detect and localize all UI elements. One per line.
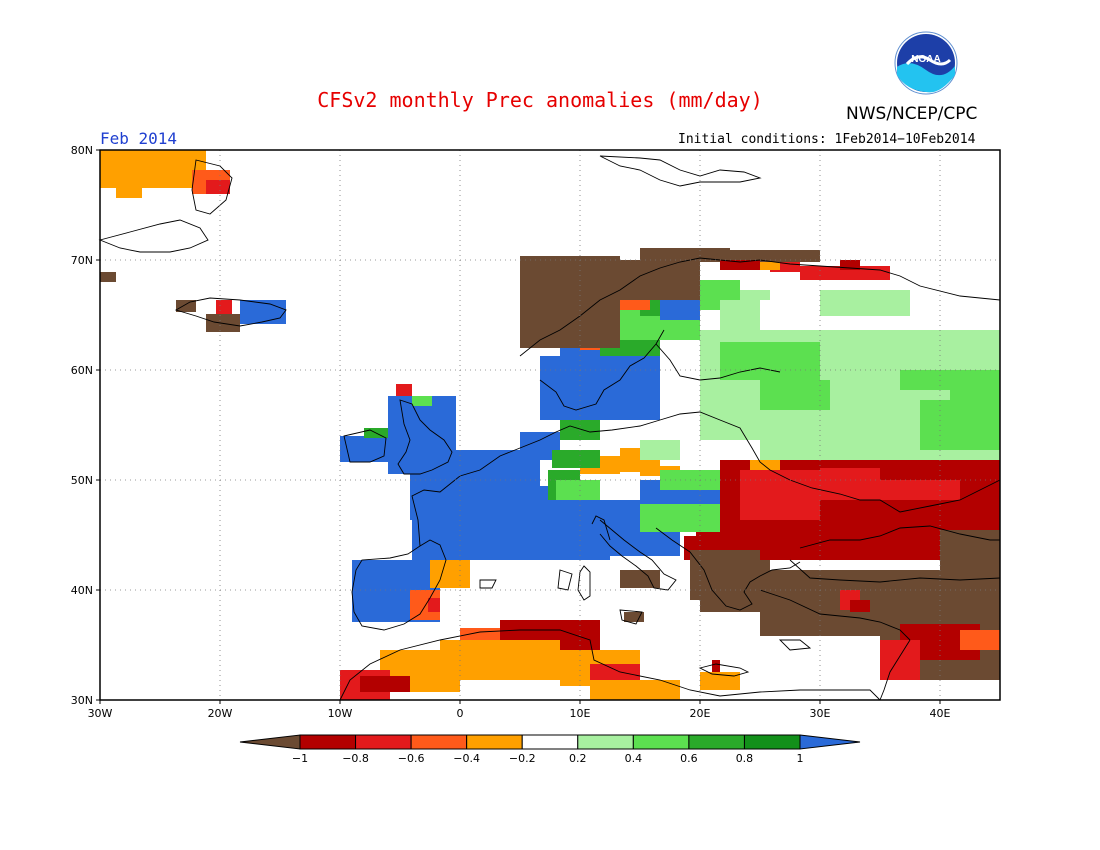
anomaly-cell	[100, 272, 116, 282]
longitude-tick-labels: 30W 20W 10W 0 10E 20E 30E 40E	[88, 700, 951, 720]
map-title: CFSv2 monthly Prec anomalies (mm/day)	[0, 88, 1100, 112]
longitude-tick-label: 30W	[88, 707, 113, 720]
anomaly-cell	[960, 630, 1000, 650]
initial-conditions-label: Initial conditions: 1Feb2014−10Feb2014	[678, 132, 976, 147]
anomaly-cell	[216, 300, 232, 314]
colorbar-tick-label: −0.8	[342, 752, 369, 765]
anomaly-cell	[556, 480, 600, 500]
anomaly-cell	[720, 260, 760, 270]
anomaly-cell	[100, 150, 206, 188]
colorbar-tick-label: −0.4	[453, 752, 480, 765]
colorbar-segment	[521, 734, 579, 750]
colorbar-tick-label: −0.2	[509, 752, 536, 765]
longitude-tick-label: 10W	[328, 707, 353, 720]
forecast-period-label: Feb 2014	[100, 129, 178, 148]
anomaly-cell	[840, 260, 860, 270]
anomaly-cell	[590, 680, 680, 700]
anomaly-cell	[500, 460, 540, 490]
colorbar-tick-label: −1	[292, 752, 308, 765]
colorbar-tick-label: −0.6	[398, 752, 425, 765]
colorbar-segment	[688, 734, 745, 750]
longitude-tick-label: 30E	[810, 707, 831, 720]
anomaly-cell	[430, 560, 470, 588]
anomaly-cell	[940, 530, 1000, 570]
latitude-tick-label: 60N	[71, 364, 93, 377]
longitude-tick-label: 20E	[690, 707, 711, 720]
colorbar-segment	[632, 734, 690, 750]
anomaly-cell	[620, 570, 660, 588]
longitude-tick-label: 10E	[570, 707, 591, 720]
anomaly-cell	[760, 380, 830, 410]
colorbar-segment	[410, 734, 468, 750]
latitude-tick-label: 70N	[71, 254, 93, 267]
anomaly-cell	[412, 396, 432, 406]
latitude-tick-label: 40N	[71, 584, 93, 597]
anomaly-cell	[920, 400, 1000, 450]
colorbar-segment	[743, 734, 801, 750]
anomaly-cell	[750, 460, 780, 470]
colorbar-tick-label: 0.6	[680, 752, 698, 765]
colorbar-tick-label: 0.4	[625, 752, 643, 765]
noaa-logo-text: NOAA	[911, 54, 940, 65]
anomaly-cell	[388, 396, 456, 474]
anomaly-cell	[740, 470, 820, 520]
colorbar-segment	[466, 734, 523, 750]
map-title-text: CFSv2 monthly Prec anomalies (mm/day)	[317, 88, 763, 112]
anomaly-cells	[100, 150, 1000, 700]
anomaly-cell	[428, 598, 440, 612]
plot-area	[98, 149, 1001, 701]
colorbar-tick-label: 0.2	[569, 752, 587, 765]
colorbar-tick-label: 1	[797, 752, 804, 765]
anomaly-cell	[820, 468, 880, 500]
anomaly-cell	[206, 180, 230, 194]
noaa-logo: NOAA	[894, 31, 958, 95]
colorbar-arrow-high	[799, 734, 861, 750]
colorbar: −1 −0.8 −0.6 −0.4 −0.2 0.2 0.4 0.6 0.8 1	[239, 734, 861, 765]
anomaly-cell	[600, 260, 700, 300]
anomaly-cell	[770, 262, 800, 272]
anomaly-cell	[440, 640, 560, 680]
longitude-tick-label: 20W	[208, 707, 233, 720]
colorbar-segment	[577, 734, 634, 750]
anomaly-cell	[640, 440, 680, 460]
longitude-tick-label: 0	[457, 707, 464, 720]
anomaly-cell	[820, 290, 910, 316]
anomaly-cell	[116, 188, 142, 198]
anomaly-cell	[720, 300, 760, 330]
colorbar-tick-label: 0.8	[736, 752, 754, 765]
anomaly-cell	[700, 560, 770, 612]
anomaly-cell	[360, 676, 410, 692]
anomaly-cell	[720, 342, 820, 380]
latitude-tick-label: 30N	[71, 694, 93, 707]
anomaly-cell	[820, 330, 1000, 350]
longitude-tick-label: 40E	[930, 707, 951, 720]
latitude-tick-labels: 30N 40N 50N 60N 70N 80N	[71, 144, 100, 707]
anomaly-cell	[540, 356, 660, 420]
anomaly-cell	[540, 500, 610, 560]
colorbar-segment	[355, 734, 412, 750]
anomaly-cell	[700, 672, 740, 690]
gridlines	[100, 150, 1000, 700]
anomaly-cell	[760, 262, 780, 270]
colorbar-segment	[299, 734, 357, 750]
anomaly-cell	[176, 300, 196, 312]
anomaly-cell	[552, 450, 600, 468]
anomaly-cell	[640, 504, 720, 532]
anomaly-cell	[900, 370, 1000, 390]
anomaly-cell	[240, 300, 286, 324]
latitude-tick-label: 50N	[71, 474, 93, 487]
anomaly-cell	[880, 640, 920, 680]
anomaly-cell	[850, 600, 870, 612]
agency-label: NWS/NCEP/CPC	[846, 104, 978, 124]
anomaly-cell	[740, 290, 770, 300]
anomaly-cell	[680, 250, 820, 262]
anomaly-cell	[624, 612, 644, 622]
anomaly-cell	[880, 480, 960, 500]
anomaly-cell	[396, 384, 412, 396]
colorbar-arrow-low	[239, 734, 301, 750]
anomaly-cell	[712, 660, 720, 672]
latitude-tick-label: 80N	[71, 144, 93, 157]
